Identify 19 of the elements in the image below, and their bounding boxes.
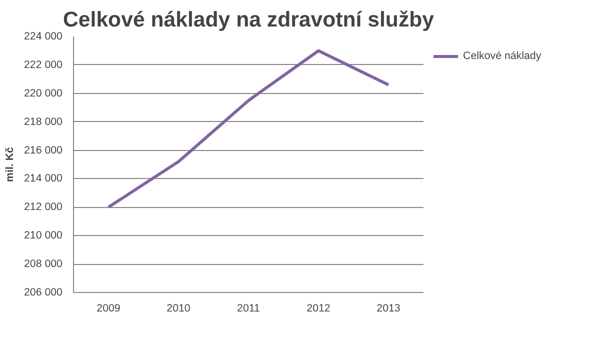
y-tick-label: 222 000 <box>24 58 63 71</box>
x-tick-label: 2009 <box>96 302 120 314</box>
y-tick-label: 220 000 <box>24 87 63 100</box>
legend-label: Celkové náklady <box>463 50 542 62</box>
chart-title: Celkové náklady na zdravotní služby <box>63 8 434 32</box>
y-tick-label: 210 000 <box>24 230 63 242</box>
y-axis-title: mil. Kč <box>4 146 16 182</box>
y-tick-label: 218 000 <box>24 116 63 128</box>
x-tick-label: 2011 <box>237 302 260 314</box>
y-tick-label: 212 000 <box>24 201 63 214</box>
y-tick-label: 206 000 <box>24 286 63 298</box>
y-tick-label: 216 000 <box>24 144 63 156</box>
x-tick-label: 2013 <box>376 302 400 314</box>
line-series <box>107 49 390 209</box>
y-tick-label: 208 000 <box>24 258 63 270</box>
y-tick-label: 214 000 <box>24 172 63 185</box>
x-tick-label: 2010 <box>166 302 190 314</box>
x-tick-label: 2012 <box>306 302 330 314</box>
y-tick-label: 224 000 <box>24 30 63 42</box>
